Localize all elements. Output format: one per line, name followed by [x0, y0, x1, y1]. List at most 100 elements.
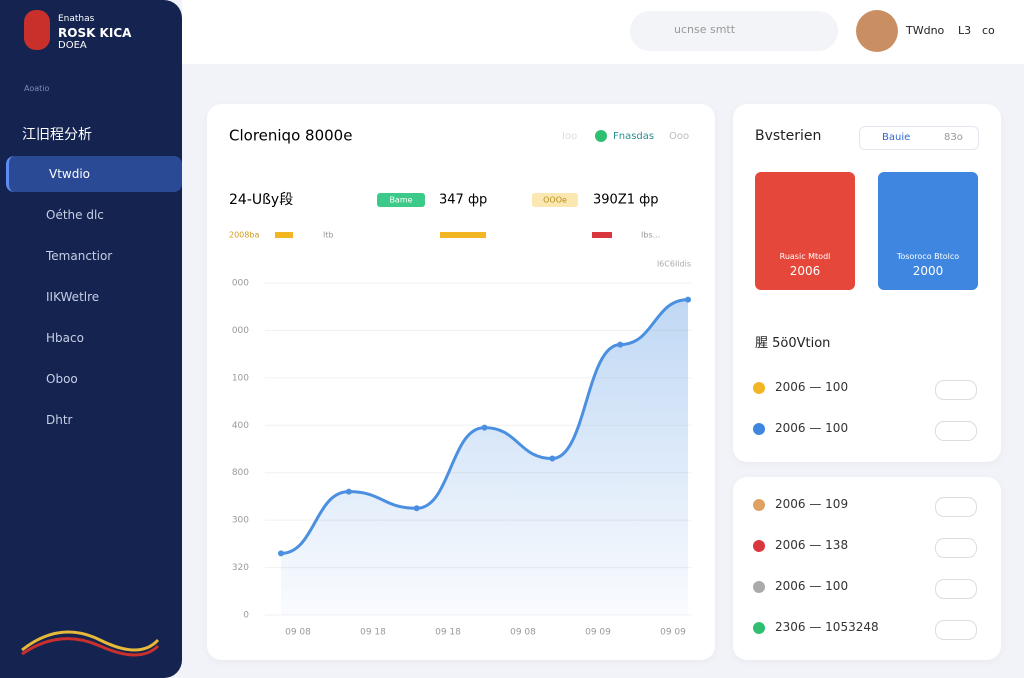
y-tick-label: 0: [243, 611, 249, 621]
badge: [532, 193, 578, 207]
chip-value: 8Зo: [944, 132, 963, 143]
row-text: 2006 — 138: [775, 538, 849, 552]
legend-item: Ooo: [669, 131, 689, 142]
row-action[interactable]: [935, 620, 977, 640]
logo-text: DOEA: [58, 40, 87, 51]
row-text: 2006 — 109: [775, 497, 849, 511]
dot: [753, 621, 765, 634]
legend-item: Ioo: [562, 131, 577, 142]
y-tick-label: 000: [232, 279, 249, 289]
x-tick-label: 09 08: [285, 628, 311, 638]
row-action[interactable]: [935, 538, 977, 558]
point: [345, 488, 352, 495]
x-tick-label: 09 08: [510, 628, 536, 638]
right-card: Bvsterien Bauie 8Зo Ruasic Mtodl 2006 To…: [733, 104, 1001, 462]
point: [617, 341, 624, 348]
y-tick-label: 320: [232, 563, 249, 573]
stat: 347 фp: [439, 193, 487, 208]
y-tick-label: 400: [232, 421, 249, 431]
icon[interactable]: co: [982, 24, 995, 37]
nav-item[interactable]: Oéthe dlc: [46, 208, 104, 222]
x-tick-label: 09 18: [360, 628, 386, 638]
dot: [753, 580, 765, 593]
chart-title: Cloreniqo 8000e: [229, 127, 352, 145]
row-text: 2006 — 100: [775, 380, 849, 394]
tile-sub: Tosoroco Btolco: [896, 252, 960, 261]
y-tick-label: 300: [232, 516, 249, 526]
bar-deco: [440, 232, 486, 238]
dot: [753, 498, 765, 511]
tile-year: 2006: [789, 264, 821, 278]
badge-text: OOOe: [543, 196, 567, 205]
icon[interactable]: L3: [958, 24, 972, 37]
nav-item[interactable]: Oboo: [46, 372, 78, 386]
logo-text: Enathas: [58, 14, 95, 24]
chip[interactable]: Bauie 8Зo: [859, 126, 979, 150]
header: ucnse smtt TWdno L3 co: [182, 0, 1024, 64]
search[interactable]: ucnse smtt: [630, 11, 838, 51]
list-row: 2006 — 109: [753, 497, 848, 511]
row-action[interactable]: [935, 579, 977, 599]
legend-dot: [595, 130, 607, 142]
nav-item[interactable]: Vtwdio: [6, 156, 182, 192]
nav-item[interactable]: IIKWetlre: [46, 290, 100, 304]
list-title: 腥 5ö0Vtion: [755, 336, 831, 351]
sub-label: Itb: [323, 231, 334, 240]
nav-item[interactable]: Dhtr: [46, 413, 73, 427]
dot: [753, 381, 765, 394]
row-action[interactable]: [935, 421, 977, 441]
point: [549, 455, 556, 462]
row-action[interactable]: [935, 497, 977, 517]
caption: Aoatio: [24, 84, 50, 93]
stat: 390Z1 фp: [593, 193, 659, 208]
dot: [753, 539, 765, 552]
tile-sub: Ruasic Mtodl: [779, 252, 831, 261]
x-tick-label: 09 09: [660, 628, 686, 638]
decoration: [21, 630, 160, 657]
area: [281, 299, 688, 615]
bar-deco: [275, 232, 293, 238]
list-row: 2306 — 1053248: [753, 620, 879, 634]
legend-item: Fnasdas: [613, 131, 654, 142]
card-title: Bvsterien: [755, 128, 822, 144]
y-tick-label: 800: [232, 468, 249, 478]
badge-text: Bame: [389, 196, 412, 205]
x-tick-label: 09 09: [585, 628, 611, 638]
chart-card: Cloreniqo 8000e Ioo Fnasdas Ooo 24-Ußy段 …: [207, 104, 715, 660]
bottom-card: 2006 — 109 2006 — 138 2006 — 100 2306 — 105…: [733, 477, 1001, 660]
search-placeholder: ucnse smtt: [674, 23, 736, 36]
point: [481, 424, 488, 431]
row-text: 2006 — 100: [775, 579, 849, 593]
point: [278, 550, 284, 557]
logo-icon: [24, 10, 50, 50]
dot: [753, 422, 765, 435]
list-row: 2006 — 100: [753, 579, 848, 593]
chart: Cloreniqo 8000e Ioo Fnasdas Ooo 24-Ußy段 …: [229, 127, 691, 638]
badge: [377, 193, 425, 207]
x-tick-label: 09 18: [435, 628, 461, 638]
nav-item[interactable]: Temanctior: [46, 249, 113, 263]
chip-text: Bauie: [882, 132, 911, 143]
row-action[interactable]: [935, 380, 977, 400]
sub-label: 2008ba: [229, 231, 259, 240]
sub-label: Ibs...: [641, 231, 660, 240]
list-row: 2006 — 138: [753, 538, 848, 552]
row-text: 2006 — 100: [775, 421, 849, 435]
nav-item[interactable]: Hbaco: [46, 331, 84, 345]
avatar[interactable]: [856, 10, 898, 52]
logo-text: ROSK KICA: [58, 26, 132, 40]
user-name: TWdno: [906, 24, 945, 37]
list-row: 2006 — 100: [753, 421, 848, 435]
tile[interactable]: Tosoroco Btolco 2000: [878, 172, 978, 290]
sidebar: Enathas ROSK KICA DOEA Aoatio 江旧程分析 Vtwd…: [0, 0, 182, 678]
bar-deco: [592, 232, 612, 238]
section-title: 江旧程分析: [22, 127, 92, 143]
point: [685, 296, 691, 303]
list-row: 2006 — 100: [753, 380, 848, 394]
y-tick-label: 000: [232, 326, 249, 336]
y-tick-label: 100: [232, 373, 249, 383]
annotation: I6C6Ildis: [657, 260, 691, 269]
tile[interactable]: Ruasic Mtodl 2006: [755, 172, 855, 290]
row-text: 2306 — 1053248: [775, 620, 879, 634]
